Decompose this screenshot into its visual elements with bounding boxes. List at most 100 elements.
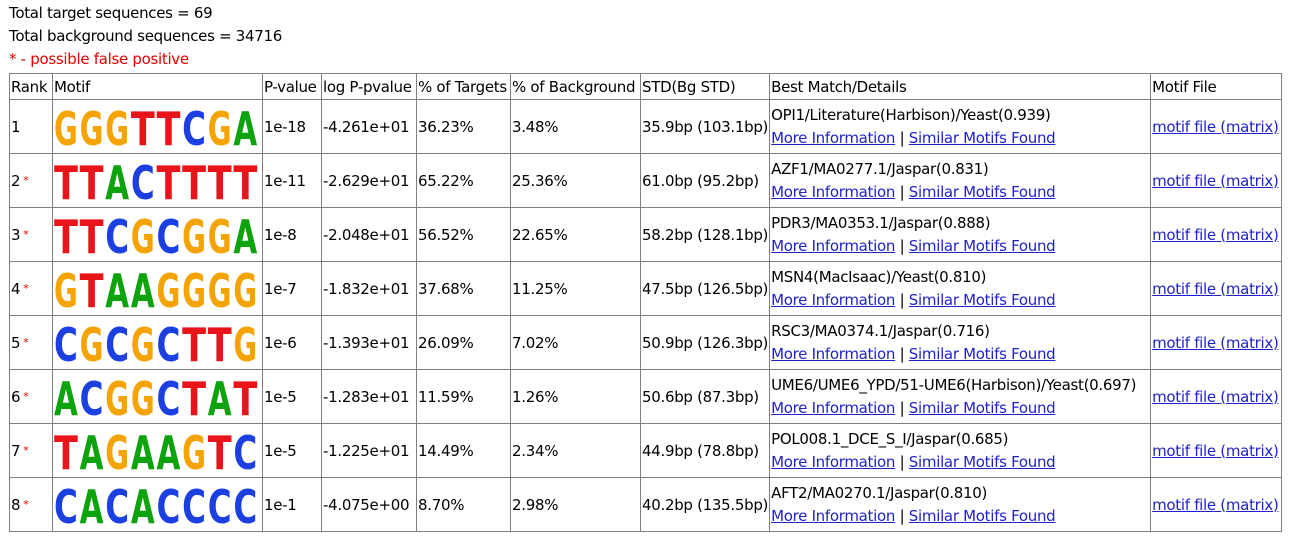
logo-letter-g: G xyxy=(208,102,232,152)
log-pvalue-cell: -2.048e+01 xyxy=(321,207,417,262)
more-information-link[interactable]: More Information xyxy=(771,452,896,471)
motif-file-link[interactable]: motif file (matrix) xyxy=(1152,117,1279,136)
pct-background-cell: 2.34% xyxy=(510,423,641,478)
logo-letter-a: A xyxy=(131,426,155,476)
motif-file-cell: motif file (matrix) xyxy=(1150,477,1283,532)
header-pct-targets: % of Targets xyxy=(416,73,511,100)
similar-motifs-link[interactable]: Similar Motifs Found xyxy=(908,398,1056,417)
motif-file-link[interactable]: motif file (matrix) xyxy=(1152,495,1279,514)
pct-background-cell: 2.98% xyxy=(510,477,641,532)
logo-letter-g: G xyxy=(54,102,78,152)
similar-motifs-link[interactable]: Similar Motifs Found xyxy=(908,344,1056,363)
logo-letter-c: C xyxy=(54,318,78,368)
best-match-cell: PDR3/MA0353.1/Jaspar(0.888) More Informat… xyxy=(769,207,1152,262)
similar-motifs-link[interactable]: Similar Motifs Found xyxy=(908,128,1056,147)
logo-letter-t: T xyxy=(182,372,206,422)
pvalue-cell: 1e-5 xyxy=(262,423,322,478)
logo-letter-g: G xyxy=(157,264,181,314)
motif-file-link[interactable]: motif file (matrix) xyxy=(1152,279,1279,298)
rank-value: 1 xyxy=(11,117,21,136)
pct-targets-cell: 26.09% xyxy=(416,315,511,370)
similar-motifs-link[interactable]: Similar Motifs Found xyxy=(908,452,1056,471)
logo-letter-t: T xyxy=(54,156,78,206)
motif-file-link[interactable]: motif file (matrix) xyxy=(1152,225,1279,244)
link-separator: | xyxy=(899,236,905,255)
pct-targets-cell: 37.68% xyxy=(416,261,511,316)
more-information-link[interactable]: More Information xyxy=(771,290,896,309)
more-information-link[interactable]: More Information xyxy=(771,236,896,255)
best-match-cell: OPI1/Literature(Harbison)/Yeast(0.939) Mo… xyxy=(769,99,1152,154)
link-separator: | xyxy=(899,128,905,147)
logo-letter-g: G xyxy=(182,264,206,314)
similar-motifs-link[interactable]: Similar Motifs Found xyxy=(908,236,1056,255)
log-pvalue-cell: -1.225e+01 xyxy=(321,423,417,478)
header-log-pvalue: log P-pvalue xyxy=(321,73,417,100)
pct-targets-cell: 14.49% xyxy=(416,423,511,478)
header-rank: Rank xyxy=(9,73,53,100)
more-information-link[interactable]: More Information xyxy=(771,128,896,147)
link-separator: | xyxy=(899,398,905,417)
similar-motifs-link[interactable]: Similar Motifs Found xyxy=(908,182,1056,201)
logo-letter-t: T xyxy=(208,156,232,206)
table-row: 3 * T T C G C G G A 1e-8 -2.048e+01 56.52% 22.65% 58.2… xyxy=(9,207,1283,262)
more-information-link[interactable]: More Information xyxy=(771,506,896,525)
logo-letter-g: G xyxy=(233,264,257,314)
motif-file-link[interactable]: motif file (matrix) xyxy=(1152,441,1279,460)
logo-letter-g: G xyxy=(80,102,104,152)
best-match-links: More Information | Similar Motifs Found xyxy=(771,289,1149,312)
logo-letter-a: A xyxy=(54,372,78,422)
rank-cell: 7 * xyxy=(9,423,53,478)
motif-file-link[interactable]: motif file (matrix) xyxy=(1152,333,1279,352)
rank-value: 3 xyxy=(11,225,21,244)
rank-value: 5 xyxy=(11,333,21,352)
logo-letter-g: G xyxy=(54,264,78,314)
more-information-link[interactable]: More Information xyxy=(771,344,896,363)
pct-targets-cell: 65.22% xyxy=(416,153,511,208)
logo-letter-c: C xyxy=(157,480,181,530)
header-motif: Motif xyxy=(52,73,263,100)
pvalue-cell: 1e-6 xyxy=(262,315,322,370)
log-pvalue-cell: -4.261e+01 xyxy=(321,99,417,154)
best-match-cell: POL008.1_DCE_S_I/Jaspar(0.685) More Infor… xyxy=(769,423,1152,478)
motif-file-cell: motif file (matrix) xyxy=(1150,315,1283,370)
motif-file-link[interactable]: motif file (matrix) xyxy=(1152,387,1279,406)
std-cell: 35.9bp (103.1bp) xyxy=(639,99,771,154)
logo-letter-a: A xyxy=(131,264,155,314)
logo-letter-c: C xyxy=(233,480,257,530)
best-match-cell: MSN4(MacIsaac)/Yeast(0.810) More Informat… xyxy=(769,261,1152,316)
logo-letter-t: T xyxy=(182,318,206,368)
false-positive-star: * xyxy=(23,173,29,187)
logo-letter-t: T xyxy=(80,264,104,314)
rank-cell: 8 * xyxy=(9,477,53,532)
false-positive-note: * - possible false positive xyxy=(9,50,189,68)
logo-letter-a: A xyxy=(157,426,181,476)
link-separator: | xyxy=(899,344,905,363)
best-match-links: More Information | Similar Motifs Found xyxy=(771,127,1149,150)
motif-file-link[interactable]: motif file (matrix) xyxy=(1152,171,1279,190)
total-target-sequences: Total target sequences = 69 xyxy=(9,4,213,22)
table-row: 2 * T T A C T T T T 1e-11 -2.629e+01 65.22% 25.36% 61.… xyxy=(9,153,1283,208)
false-positive-star: * xyxy=(23,389,29,403)
similar-motifs-link[interactable]: Similar Motifs Found xyxy=(908,290,1056,309)
pct-background-cell: 1.26% xyxy=(510,369,641,424)
motif-file-cell: motif file (matrix) xyxy=(1150,369,1283,424)
rank-cell: 3 * xyxy=(9,207,53,262)
more-information-link[interactable]: More Information xyxy=(771,398,896,417)
logo-letter-g: G xyxy=(131,372,155,422)
logo-letter-t: T xyxy=(157,102,181,152)
logo-letter-a: A xyxy=(208,372,232,422)
logo-letter-c: C xyxy=(105,210,129,260)
best-match-links: More Information | Similar Motifs Found xyxy=(771,343,1149,366)
pvalue-cell: 1e-18 xyxy=(262,99,322,154)
similar-motifs-link[interactable]: Similar Motifs Found xyxy=(908,506,1056,525)
logo-letter-g: G xyxy=(208,210,232,260)
more-information-link[interactable]: More Information xyxy=(771,182,896,201)
pct-targets-cell: 36.23% xyxy=(416,99,511,154)
